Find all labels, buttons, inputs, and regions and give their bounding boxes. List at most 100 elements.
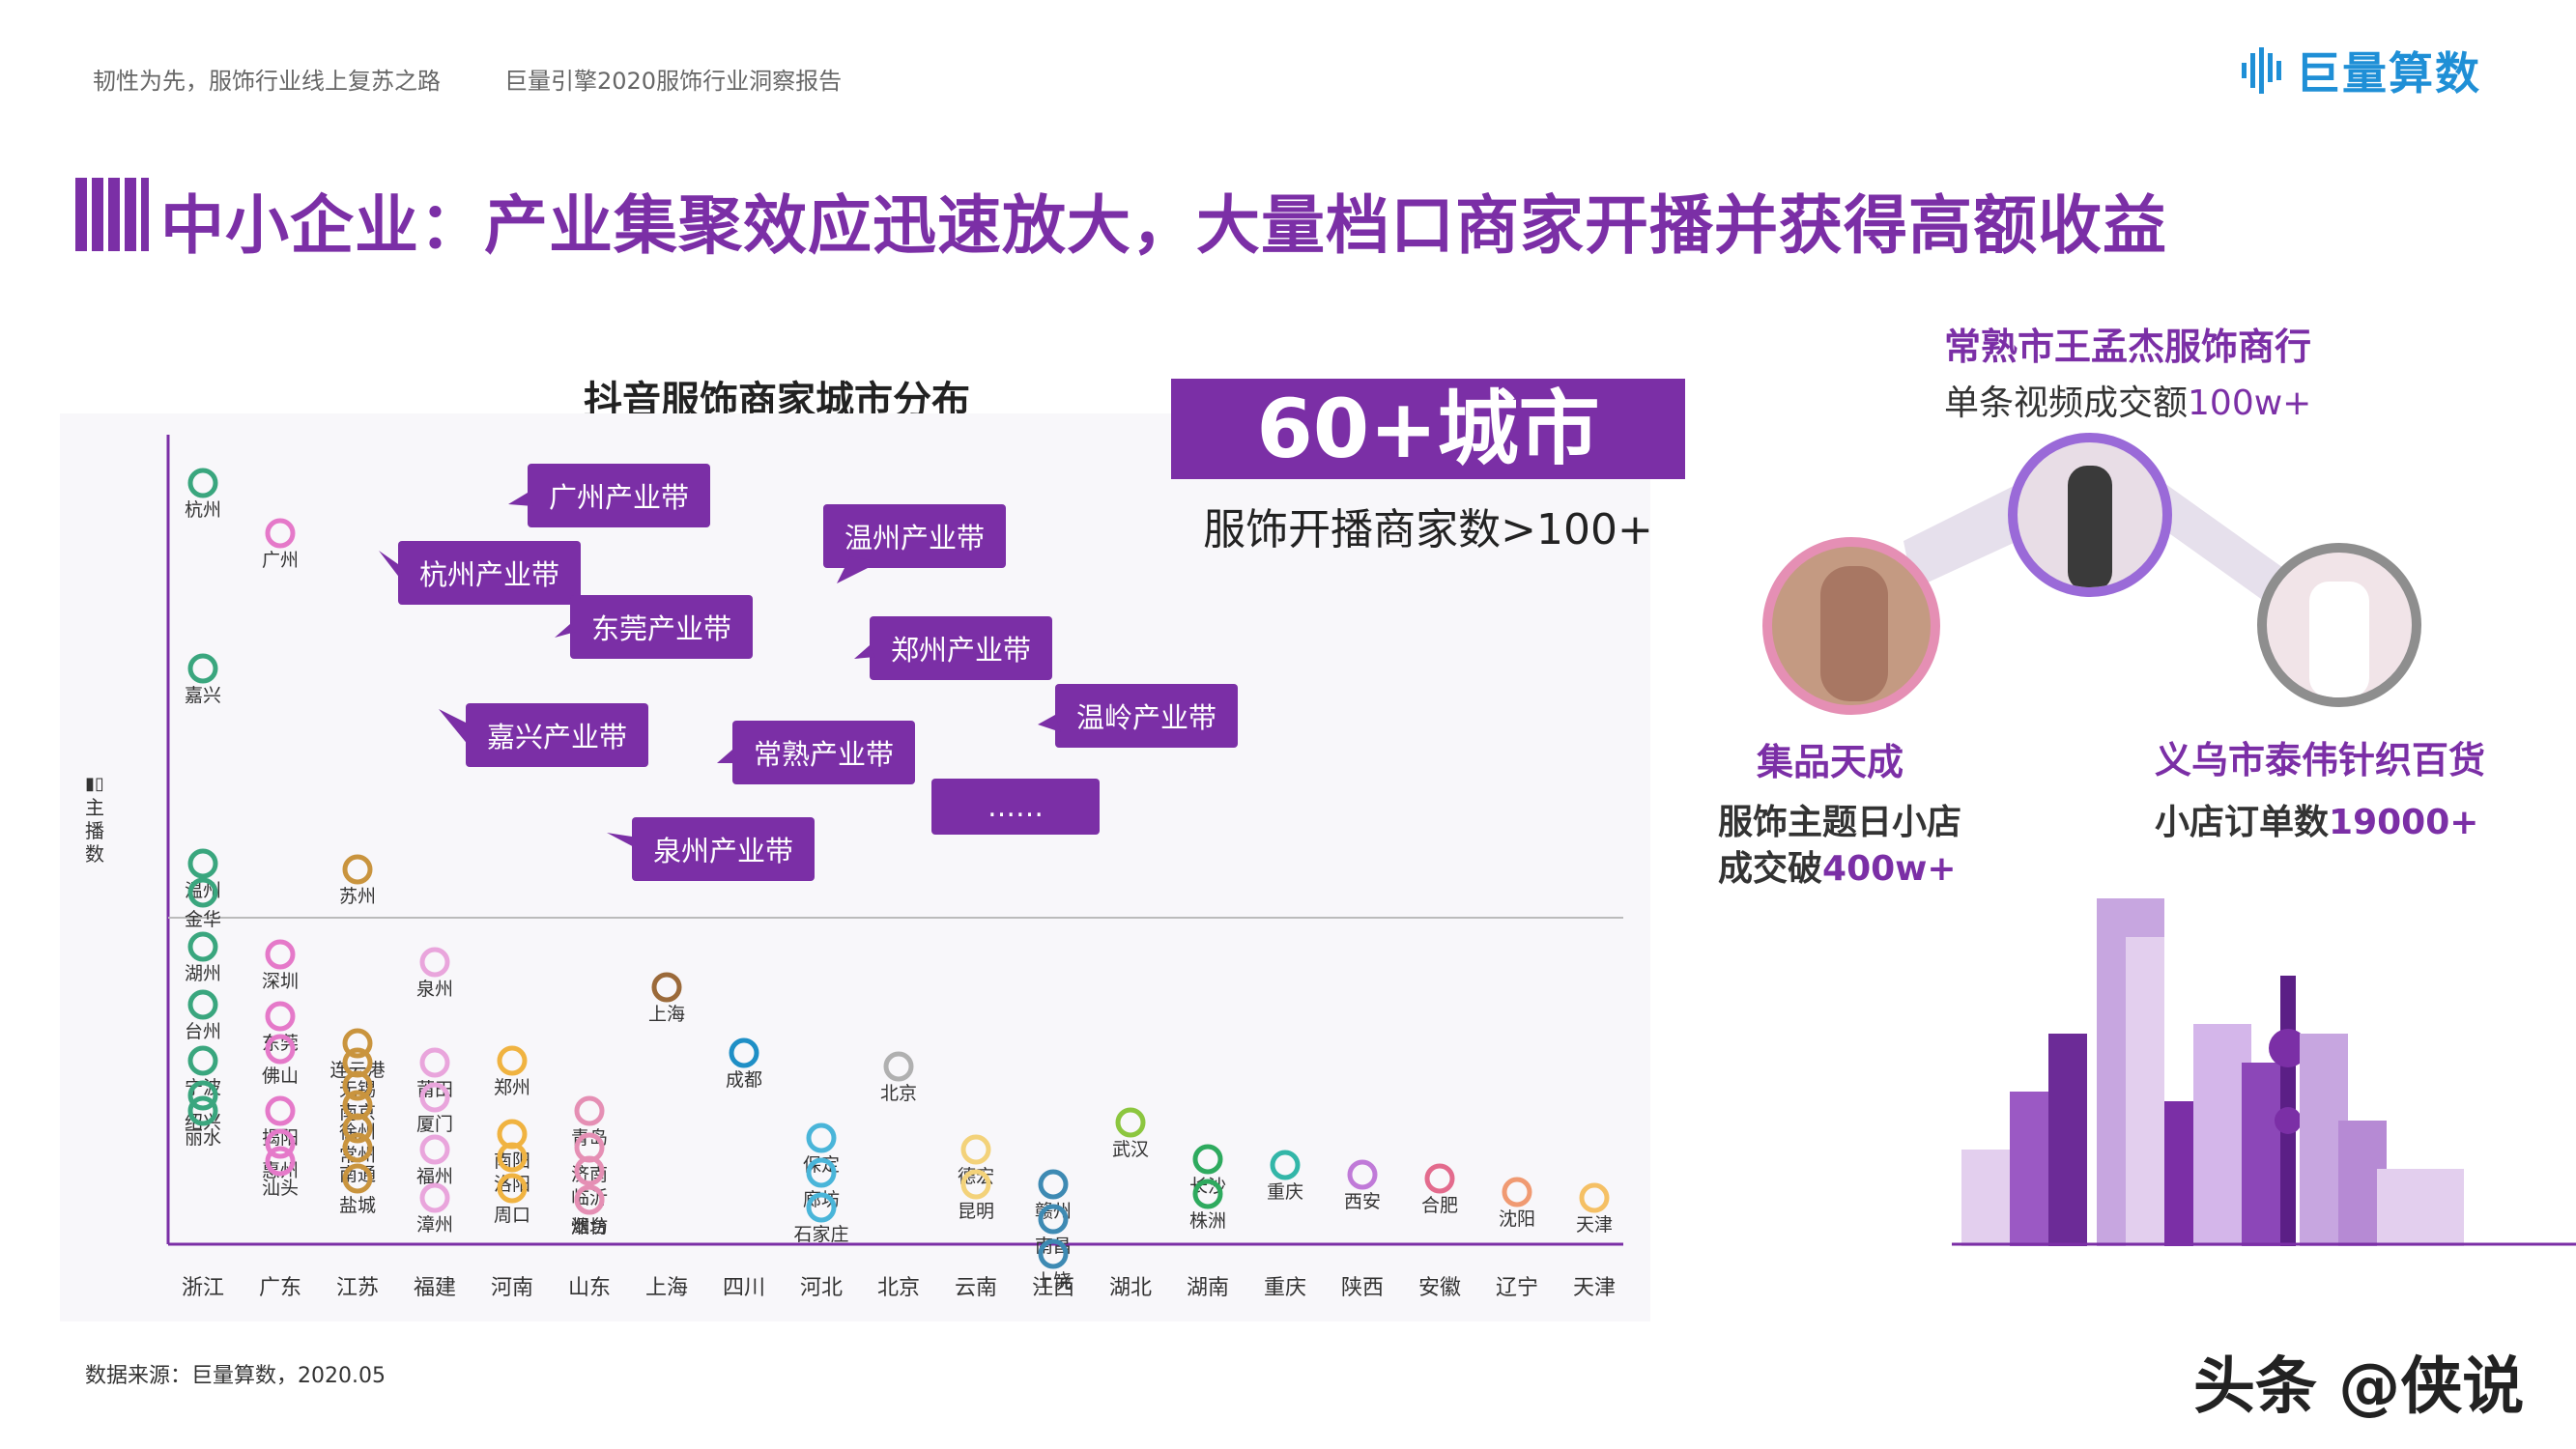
x-tick-label: 江西 [1032, 1276, 1074, 1300]
city-label: 金华 [185, 909, 221, 930]
city-label: 昆明 [958, 1201, 994, 1222]
city-label: 湖州 [185, 963, 221, 984]
page-title: 中小企业：产业集聚效应迅速放大，大量档口商家开播并获得高额收益 [160, 188, 2167, 263]
city-point [187, 877, 218, 908]
city-label: 惠州 [262, 1160, 299, 1181]
title-decoration [75, 178, 149, 251]
stat-cities: 60+城市 [1171, 379, 1685, 479]
city-label: 漳州 [416, 1214, 453, 1236]
x-tick-label: 广东 [259, 1276, 301, 1300]
city-label: 郑州 [494, 1077, 530, 1098]
city-point [265, 1095, 296, 1126]
bubble-wenling: 温岭产业带 [1055, 684, 1239, 748]
watermark: 头条 @侠说 [2193, 1351, 2525, 1423]
city-label: 赣州 [1035, 1201, 1072, 1222]
city-label: 台州 [185, 1021, 221, 1042]
city-point [1502, 1177, 1532, 1208]
city-label: 青岛 [571, 1127, 608, 1149]
city-label: 南昌 [1035, 1236, 1072, 1257]
city-point [806, 1192, 837, 1223]
x-tick-label: 安徽 [1418, 1276, 1461, 1300]
city-point [574, 1095, 605, 1126]
city-point [1424, 1163, 1455, 1194]
data-source: 数据来源：巨量算数，2020.05 [85, 1364, 386, 1388]
city-point [265, 1001, 296, 1032]
city-label: 合肥 [1421, 1195, 1458, 1216]
city-point [497, 1173, 528, 1204]
city-label: 苏州 [339, 886, 376, 907]
x-tick-label: 湖南 [1187, 1276, 1229, 1300]
city-point [187, 1045, 218, 1076]
x-tick-label: 湖北 [1109, 1276, 1152, 1300]
city-label: 泉州 [416, 979, 453, 1000]
city-point [1270, 1150, 1301, 1180]
city-label: 常州 [339, 1145, 376, 1166]
city-label: 长沙 [1189, 1176, 1226, 1197]
city-label: 德宏 [958, 1166, 994, 1187]
city-label: 潍坊 [571, 1216, 608, 1237]
city-label: 福州 [416, 1166, 453, 1187]
case-right-title: 义乌市泰伟针织百货 [2155, 739, 2486, 781]
city-label: 西安 [1344, 1191, 1381, 1212]
city-point [342, 1163, 373, 1194]
city-point [187, 989, 218, 1020]
city-label: 嘉兴 [185, 685, 221, 706]
city-point [187, 848, 218, 879]
city-point [187, 468, 218, 498]
city-label: 汕头 [262, 1178, 299, 1199]
city-label: 重庆 [1267, 1181, 1303, 1203]
x-tick-label: 四川 [723, 1276, 765, 1300]
x-tick-label: 辽宁 [1496, 1276, 1538, 1300]
city-label: 上海 [648, 1004, 685, 1025]
case-right-photo [2257, 543, 2421, 707]
city-point [265, 939, 296, 970]
x-tick-label: 福建 [414, 1276, 456, 1300]
city-point [1347, 1159, 1378, 1190]
city-label: 杭州 [185, 499, 221, 521]
city-label: 株洲 [1189, 1210, 1226, 1232]
city-label: 天津 [1576, 1214, 1613, 1236]
x-tick-label: 山东 [568, 1276, 611, 1300]
city-label: 武汉 [1112, 1139, 1149, 1160]
city-label: 保定 [803, 1154, 840, 1176]
city-point [960, 1134, 991, 1165]
bubble-quanzhou: 泉州产业带 [632, 817, 816, 881]
header-report-subtitle: 韧性为先，服饰行业线上复苏之路 [93, 68, 441, 95]
city-point [574, 1184, 605, 1215]
city-point [1579, 1182, 1610, 1213]
city-point [1038, 1238, 1069, 1269]
x-tick-label: 北京 [877, 1276, 920, 1300]
brand-logo: 巨量算数 [2240, 39, 2481, 102]
case-left-title: 集品天成 [1757, 741, 1904, 783]
logo-text: 巨量算数 [2296, 47, 2481, 99]
case-left-desc-line1: 服饰主题日小店 [1718, 803, 1962, 842]
case-right-desc: 小店订单数19000+ [2155, 803, 2479, 842]
x-tick-label: 天津 [1573, 1276, 1616, 1300]
city-point [419, 947, 450, 978]
city-label: 廊坊 [803, 1189, 840, 1210]
case-left-desc-line2: 成交破400w+ [1718, 849, 1957, 889]
city-point [342, 1028, 373, 1059]
city-point [265, 1034, 296, 1065]
x-tick-label: 河北 [800, 1276, 843, 1300]
city-point [1115, 1107, 1146, 1138]
city-point [419, 1134, 450, 1165]
city-point [342, 1132, 373, 1163]
city-label: 宁波 [185, 1077, 221, 1098]
city-label: 佛山 [262, 1065, 299, 1087]
city-point [342, 854, 373, 885]
stat-subtitle: 服饰开播商家数>100+ [1203, 505, 1653, 554]
y-axis-label: ▮▯ 主播数 [85, 774, 104, 866]
city-point [574, 1155, 605, 1186]
x-tick-label: 浙江 [182, 1276, 224, 1300]
city-label: 沈阳 [1499, 1208, 1535, 1230]
bubble-jiaxing: 嘉兴产业带 [466, 703, 649, 767]
x-tick-label: 上海 [645, 1276, 688, 1300]
city-point [342, 1113, 373, 1144]
x-tick-label: 重庆 [1264, 1276, 1306, 1300]
city-label: 石家庄 [793, 1224, 848, 1245]
city-label: 烟台 [571, 1216, 608, 1237]
city-point [1038, 1204, 1069, 1235]
city-point [651, 972, 682, 1003]
